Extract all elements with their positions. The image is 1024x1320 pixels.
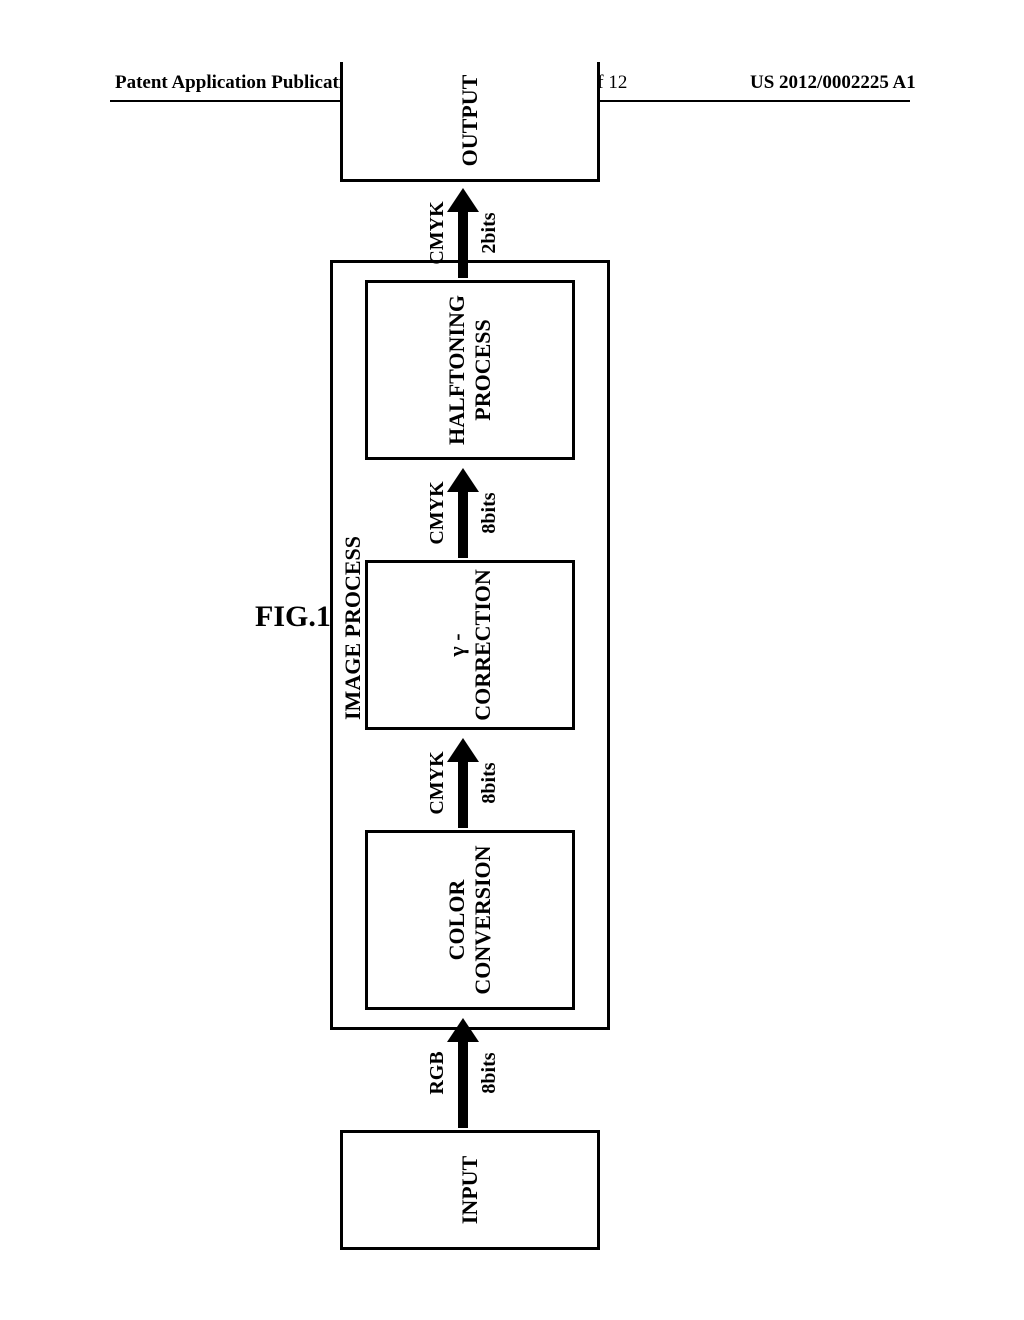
- color-conversion-box: COLOR CONVERSION: [365, 830, 575, 1010]
- output-box-label: OUTPUT: [457, 75, 483, 167]
- output-box: OUTPUT: [340, 62, 600, 182]
- arrow-head-icon: [447, 1018, 479, 1042]
- flow-row: INPUT RGB 8bits COLOR CONVERSION CMYK 8b…: [420, 150, 540, 1250]
- arrow-cmyk2-top-label: CMYK: [426, 468, 449, 558]
- arrow-cmyk-3: CMYK 2bits: [420, 188, 510, 278]
- arrow-cmyk3-bottom-label: 2bits: [478, 188, 501, 278]
- arrow-head-icon: [447, 738, 479, 762]
- arrow-shaft: [458, 492, 468, 558]
- halftoning-box: HALFTONING PROCESS: [365, 280, 575, 460]
- arrow-cmyk-2: CMYK 8bits: [420, 468, 510, 558]
- arrow-shaft: [458, 212, 468, 278]
- arrow-rgb-bottom-label: 8bits: [478, 1018, 501, 1128]
- gamma-correction-box: γ - CORRECTION: [365, 560, 575, 730]
- arrow-cmyk-1: CMYK 8bits: [420, 738, 510, 828]
- arrow-cmyk1-top-label: CMYK: [426, 738, 449, 828]
- input-box-label: INPUT: [457, 1156, 483, 1224]
- arrow-cmyk2-bottom-label: 8bits: [478, 468, 501, 558]
- arrow-head-icon: [447, 188, 479, 212]
- gamma-correction-label: γ - CORRECTION: [444, 569, 497, 721]
- arrow-rgb: RGB 8bits: [420, 1018, 510, 1128]
- arrow-cmyk1-bottom-label: 8bits: [478, 738, 501, 828]
- header-right-text: US 2012/0002225 A1: [750, 72, 916, 94]
- arrow-head-icon: [447, 468, 479, 492]
- color-conversion-label: COLOR CONVERSION: [444, 845, 497, 994]
- flow-diagram: IMAGE PROCESS INPUT RGB 8bits COLOR CONV…: [190, 150, 730, 1250]
- arrow-shaft: [458, 1042, 468, 1128]
- halftoning-label: HALFTONING PROCESS: [444, 295, 497, 445]
- image-process-label: IMAGE PROCESS: [340, 536, 366, 720]
- arrow-rgb-top-label: RGB: [426, 1018, 449, 1128]
- input-box: INPUT: [340, 1130, 600, 1250]
- arrow-cmyk3-top-label: CMYK: [426, 188, 449, 278]
- page: Patent Application Publication Jan. 5, 2…: [0, 0, 1024, 1320]
- arrow-shaft: [458, 762, 468, 828]
- header-left-text: Patent Application Publication: [115, 72, 364, 94]
